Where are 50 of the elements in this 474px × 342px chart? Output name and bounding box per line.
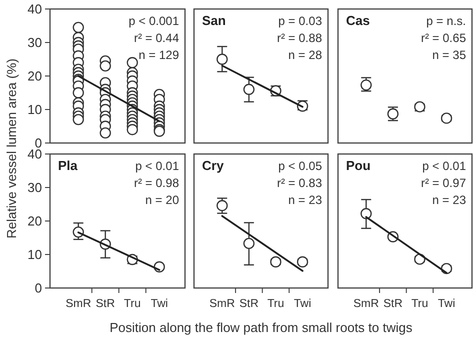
x-tick-label: SmR [353, 298, 379, 310]
point [414, 101, 426, 112]
annotation: n = 35 [432, 48, 466, 62]
annotation: p < 0.001 [128, 14, 180, 28]
annotation: p = 0.03 [278, 14, 322, 28]
y-axis-title: Relative vessel lumen area (%) [4, 58, 19, 238]
annotation: p < 0.05 [278, 159, 322, 173]
x-tick-label: Twi [438, 298, 456, 310]
point [360, 208, 372, 220]
y-tick-label: 10 [28, 102, 42, 118]
y-tick-label: 20 [28, 68, 42, 84]
annotation: p = n.s. [426, 14, 466, 28]
chart-title: Pla [58, 158, 78, 173]
chart-title: San [202, 13, 226, 28]
chart-title: Pou [346, 158, 371, 173]
y-tick-label: 20 [28, 214, 42, 229]
x-tick-label: Tru [267, 298, 284, 310]
point [216, 54, 228, 65]
point [243, 84, 255, 95]
annotation: r² = 0.65 [420, 31, 466, 45]
x-axis-title: Position along the flow path from small roots to twigs [110, 320, 413, 335]
y-tick-label: 0 [34, 280, 42, 296]
x-tick-label: Twi [294, 298, 312, 310]
annotation: r² = 0.97 [420, 176, 466, 190]
annotation: p < 0.01 [422, 159, 466, 173]
y-tick-label: 30 [28, 180, 42, 196]
x-tick-label: Tru [411, 298, 428, 310]
annotation: r² = 0.44 [134, 31, 180, 45]
x-tick-label: Tru [124, 298, 141, 310]
annotation: r² = 0.88 [276, 31, 322, 45]
y-tick-label: 30 [28, 35, 42, 50]
chart-title: Cas [346, 13, 370, 28]
y-tick-label: 10 [28, 247, 42, 262]
chart-title: Cry [202, 158, 224, 173]
annotation: p < 0.01 [135, 159, 180, 173]
x-tick-label: SmR [209, 298, 235, 310]
x-tick-label: StR [239, 298, 259, 310]
x-tick-label: Twi [150, 298, 168, 310]
x-tick-label: StR [383, 298, 403, 310]
x-tick-label: SmR [66, 298, 92, 310]
annotation: n = 23 [432, 193, 466, 207]
annotation: r² = 0.83 [276, 176, 322, 190]
annotation: n = 20 [145, 193, 180, 207]
annotation: n = 23 [288, 193, 322, 207]
point [440, 112, 452, 124]
annotation: n = 129 [138, 48, 180, 62]
x-tick-label: StR [96, 298, 115, 310]
annotation: n = 28 [288, 48, 322, 62]
annotation: r² = 0.98 [134, 176, 180, 190]
y-tick-label: 40 [28, 2, 42, 17]
